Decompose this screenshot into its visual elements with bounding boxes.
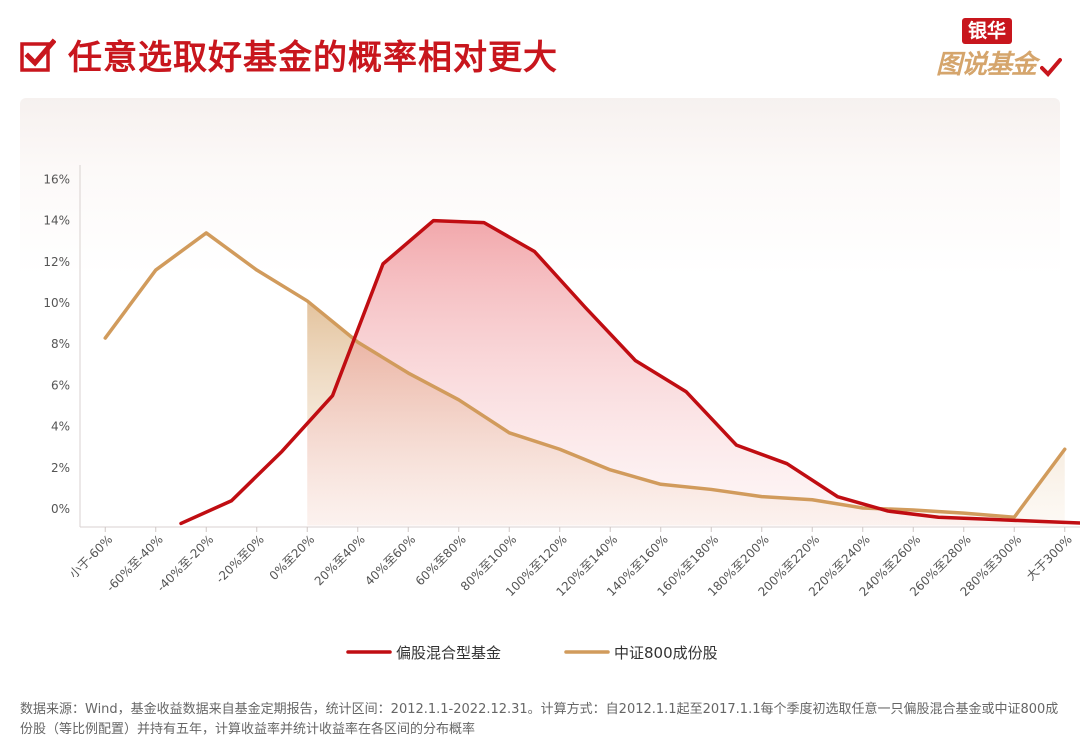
- y-tick-label: 14%: [43, 214, 70, 228]
- y-tick-label: 0%: [51, 502, 70, 516]
- data-source-footnote: 数据来源：Wind，基金收益数据来自基金定期报告，统计区间：2012.1.1-2…: [20, 702, 1059, 737]
- logo-check-icon: [1040, 58, 1062, 77]
- x-tick-label: 0%至20%: [267, 532, 318, 583]
- checkbox-check-icon: [20, 38, 56, 72]
- logo-top-text: 银华: [962, 18, 1013, 44]
- series-line-equity-fund: [179, 218, 1080, 526]
- x-tick-label: 小于-60%: [67, 532, 116, 581]
- y-tick-label: 12%: [43, 255, 70, 269]
- y-tick-label: 16%: [43, 172, 70, 186]
- y-tick-label: 2%: [51, 461, 70, 475]
- y-tick-label: 8%: [51, 337, 70, 351]
- legend-zhongzheng800-label: 中证800成份股: [614, 644, 718, 662]
- logo-bottom-text: 图说基金: [936, 50, 1037, 80]
- x-tick-label: -20%至0%: [213, 532, 267, 586]
- x-tick-label: 40%至60%: [362, 532, 418, 588]
- page-title: 任意选取好基金的概率相对更大: [68, 38, 558, 78]
- legend-equity-fund-label: 偏股混合型基金: [396, 644, 501, 662]
- distribution-line-chart: 0%2%4%6%8%10%12%14%16%小于-60%-60%至-40%-40…: [43, 165, 1080, 662]
- y-tick-label: 6%: [51, 378, 70, 392]
- area-fill-equity-fund: [307, 220, 1065, 526]
- brand-logo: 银华 图说基金: [936, 18, 1064, 82]
- series-line-zhongzheng800: [103, 231, 1067, 519]
- header: 任意选取好基金的概率相对更大 银华 图说基金: [0, 0, 1080, 95]
- y-tick-label: 4%: [51, 420, 70, 434]
- y-tick-label: 10%: [43, 296, 70, 310]
- x-tick-label: 大于300%: [1024, 532, 1075, 583]
- x-tick-label: 20%至40%: [312, 532, 368, 588]
